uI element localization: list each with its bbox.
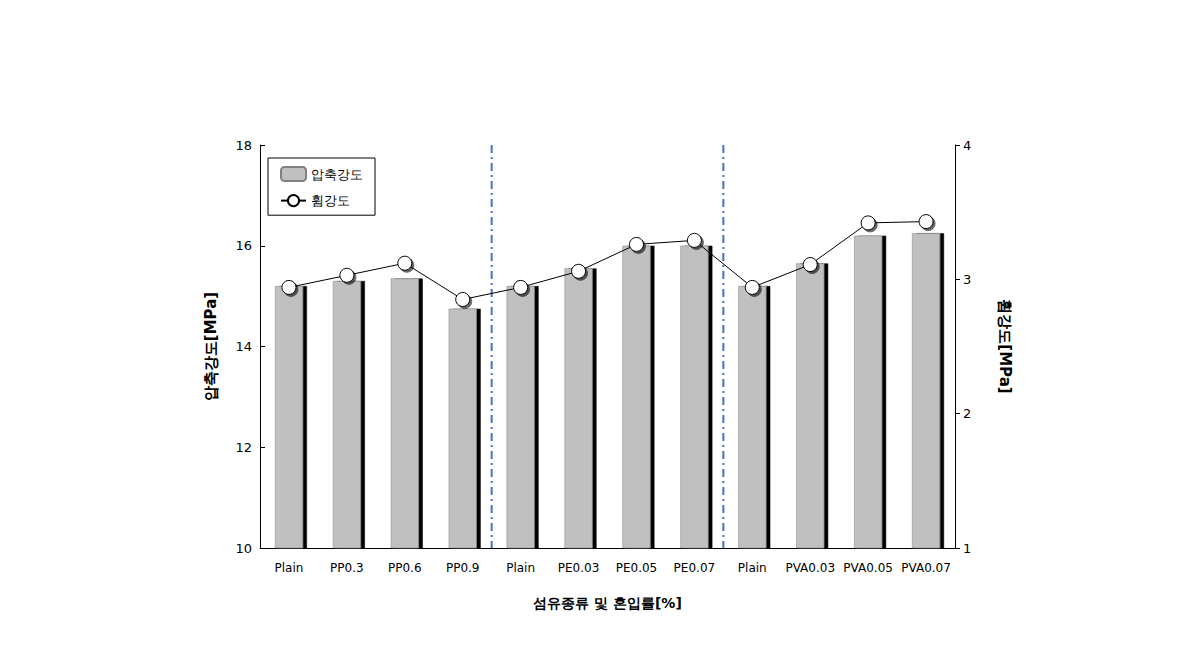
svg-text:PVA0.05: PVA0.05	[843, 561, 893, 575]
svg-text:압축강도[MPa]: 압축강도[MPa]	[202, 292, 220, 401]
svg-text:섬유종류 및 혼입률[%]: 섬유종류 및 혼입률[%]	[533, 595, 682, 611]
svg-text:PVA0.07: PVA0.07	[901, 561, 951, 575]
svg-text:PE0.05: PE0.05	[616, 561, 658, 575]
svg-text:PE0.07: PE0.07	[674, 561, 716, 575]
svg-text:Plain: Plain	[275, 561, 304, 575]
svg-text:PVA0.03: PVA0.03	[785, 561, 835, 575]
svg-text:3: 3	[963, 272, 971, 287]
svg-text:4: 4	[963, 138, 971, 153]
svg-text:16: 16	[235, 238, 252, 253]
svg-text:12: 12	[235, 440, 252, 455]
svg-text:PP0.3: PP0.3	[330, 561, 364, 575]
svg-text:압축강도: 압축강도	[311, 167, 363, 182]
svg-text:14: 14	[235, 339, 252, 354]
svg-text:PE0.03: PE0.03	[558, 561, 600, 575]
svg-text:Plain: Plain	[738, 561, 767, 575]
svg-text:휨강도: 휨강도	[311, 193, 350, 208]
svg-text:Plain: Plain	[506, 561, 535, 575]
svg-text:1: 1	[963, 541, 971, 556]
svg-text:PP0.6: PP0.6	[388, 561, 422, 575]
svg-text:18: 18	[235, 138, 252, 153]
svg-text:휨강도[MPa]: 휨강도[MPa]	[996, 299, 1014, 393]
svg-text:2: 2	[963, 406, 971, 421]
svg-text:PP0.9: PP0.9	[446, 561, 480, 575]
svg-text:10: 10	[235, 541, 252, 556]
